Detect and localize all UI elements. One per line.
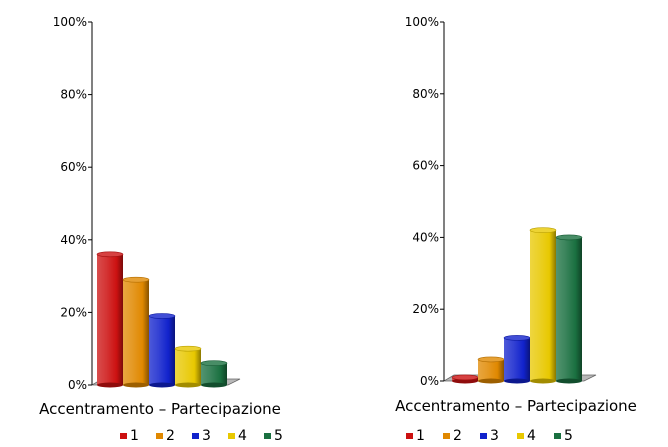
legend-swatch [228,433,235,439]
bar-1 [451,374,479,384]
bar-2 [122,276,150,388]
bar-3 [503,335,531,384]
legend-swatch [120,433,127,439]
y-tick-label: 0% [420,374,439,388]
bar-3 [148,313,176,388]
legend-swatch [554,433,561,439]
legend-label: 1 [416,428,425,444]
legend-label: 5 [274,428,283,444]
legend-item-1: 1 [120,428,139,444]
legend-item-4: 4 [517,428,536,444]
legend-item-2: 2 [156,428,175,444]
legend-label: 4 [527,428,536,444]
legend-label: 4 [238,428,247,444]
bar-group [451,227,583,384]
y-tick-label: 100% [405,15,439,29]
bar-4 [529,227,557,384]
legend-swatch [192,433,199,439]
legend-swatch [156,433,163,439]
bar-group [96,251,228,388]
y-tick-label: 0% [68,378,87,392]
bar-5 [200,360,228,388]
legend: 1 2 3 4 5 [406,428,573,444]
y-tick-label: 60% [60,160,87,174]
legend-label: 1 [130,428,139,444]
legend-swatch [406,433,413,439]
y-tick-label: 20% [60,305,87,319]
y-tick-label: 80% [412,87,439,101]
legend-label: 3 [202,428,211,444]
legend-item-5: 5 [554,428,573,444]
legend-label: 2 [453,428,462,444]
legend-label: 3 [490,428,499,444]
y-tick-label: 60% [412,159,439,173]
legend-item-3: 3 [192,428,211,444]
legend-label: 2 [166,428,175,444]
legend-item-4: 4 [228,428,247,444]
chart-left: 0% 20% 40% 60% 80% 100% Accentramento – Parte… [39,15,283,444]
legend-item-5: 5 [264,428,283,444]
bar-4 [174,345,202,388]
legend-swatch [443,433,450,439]
y-tick-label: 80% [60,88,87,102]
legend-item-3: 3 [480,428,499,444]
legend-label: 5 [564,428,573,444]
y-tick-label: 40% [412,230,439,244]
y-tick-label: 20% [412,302,439,316]
x-axis-label: Accentramento – Partecipazione [395,397,637,415]
legend: 1 2 3 4 5 [120,428,283,444]
legend-swatch [264,433,271,439]
x-axis-label: Accentramento – Partecipazione [39,400,281,418]
bar-1 [96,251,124,388]
y-tick-label: 100% [53,15,87,29]
bar-2 [477,356,505,384]
legend-item-1: 1 [406,428,425,444]
legend-swatch [480,433,487,439]
chart-right: 0% 20% 40% 60% 80% 100% Accentramento – Parte… [395,15,637,444]
legend-swatch [517,433,524,439]
bar-5 [555,234,583,384]
legend-item-2: 2 [443,428,462,444]
y-tick-label: 40% [60,233,87,247]
